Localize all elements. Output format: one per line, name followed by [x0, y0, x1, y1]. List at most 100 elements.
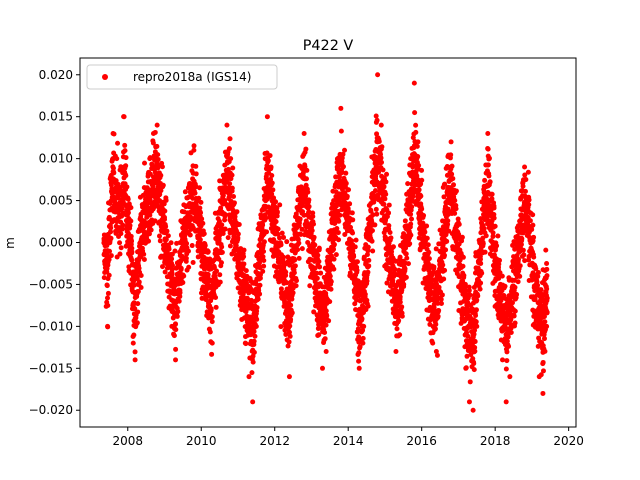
- data-point: [243, 309, 249, 315]
- data-point: [535, 270, 541, 276]
- data-point: [544, 323, 550, 329]
- data-point: [436, 284, 442, 290]
- data-point: [189, 243, 195, 249]
- data-point: [485, 130, 491, 136]
- data-point: [260, 254, 266, 260]
- data-point: [323, 349, 329, 355]
- data-point: [160, 264, 166, 270]
- data-point: [185, 248, 191, 254]
- data-point: [435, 313, 441, 319]
- data-point: [122, 142, 128, 148]
- data-point: [521, 252, 527, 258]
- data-point: [456, 221, 462, 227]
- data-point: [165, 265, 171, 271]
- data-point: [356, 365, 362, 371]
- data-point: [419, 206, 425, 212]
- plot-area-background: [80, 58, 576, 427]
- data-point: [339, 155, 345, 161]
- data-point: [122, 148, 128, 154]
- data-point: [166, 246, 172, 252]
- data-point: [424, 223, 430, 229]
- data-point: [471, 361, 477, 367]
- data-point: [531, 254, 537, 260]
- data-point: [312, 290, 318, 296]
- data-point: [218, 260, 224, 266]
- data-point: [413, 129, 419, 135]
- data-point: [386, 223, 392, 229]
- data-point: [132, 357, 138, 363]
- data-point: [225, 235, 231, 241]
- data-point: [316, 245, 322, 251]
- data-point: [205, 249, 211, 255]
- data-point: [319, 365, 325, 371]
- data-point: [386, 210, 392, 216]
- data-point: [465, 333, 471, 339]
- data-point: [277, 202, 283, 208]
- data-point: [200, 220, 206, 226]
- data-point: [129, 249, 135, 255]
- data-point: [331, 246, 337, 252]
- data-point: [340, 151, 346, 157]
- data-point: [234, 209, 240, 215]
- data-point: [104, 283, 110, 289]
- data-point: [296, 240, 302, 246]
- data-point: [352, 244, 358, 250]
- data-point: [522, 172, 528, 178]
- data-point: [472, 348, 478, 354]
- data-point: [517, 263, 523, 269]
- data-point: [115, 140, 121, 146]
- data-point: [178, 265, 184, 271]
- data-point: [441, 194, 447, 200]
- data-point: [284, 280, 290, 286]
- data-point: [536, 374, 542, 380]
- data-point: [275, 226, 281, 232]
- data-point: [354, 259, 360, 265]
- data-point: [227, 136, 233, 142]
- data-point: [171, 333, 177, 339]
- data-point: [125, 206, 131, 212]
- data-point: [489, 196, 495, 202]
- data-point: [442, 181, 448, 187]
- data-point: [206, 315, 212, 321]
- data-point: [150, 130, 156, 136]
- data-point: [450, 176, 456, 182]
- data-point: [184, 214, 190, 220]
- data-point: [340, 164, 346, 170]
- data-point: [281, 234, 287, 240]
- data-point: [257, 291, 263, 297]
- data-point: [187, 189, 193, 195]
- data-point: [146, 238, 152, 244]
- data-point: [409, 204, 415, 210]
- data-point: [287, 323, 293, 329]
- data-point: [511, 307, 517, 313]
- data-point: [535, 273, 541, 279]
- data-point: [453, 188, 459, 194]
- data-point: [373, 113, 379, 119]
- data-point: [448, 139, 454, 145]
- data-point: [517, 273, 523, 279]
- data-point: [312, 265, 318, 271]
- data-point: [342, 232, 348, 238]
- data-point: [394, 326, 400, 332]
- data-point: [489, 206, 494, 212]
- data-point: [511, 313, 517, 319]
- data-point: [207, 329, 213, 335]
- data-point: [128, 218, 134, 224]
- y-tick-label: −0.010: [29, 319, 73, 333]
- data-point: [134, 320, 140, 326]
- data-point: [431, 264, 437, 270]
- data-point: [369, 238, 375, 244]
- data-point: [379, 144, 385, 150]
- data-point: [229, 185, 235, 191]
- data-point: [376, 169, 382, 175]
- data-point: [198, 199, 204, 205]
- data-point: [425, 242, 431, 248]
- data-point: [507, 374, 513, 380]
- data-point: [433, 349, 439, 355]
- data-point: [422, 229, 428, 235]
- data-point: [129, 245, 135, 251]
- data-point: [250, 359, 256, 365]
- data-point: [414, 143, 420, 149]
- data-point: [372, 222, 378, 228]
- data-point: [426, 256, 432, 262]
